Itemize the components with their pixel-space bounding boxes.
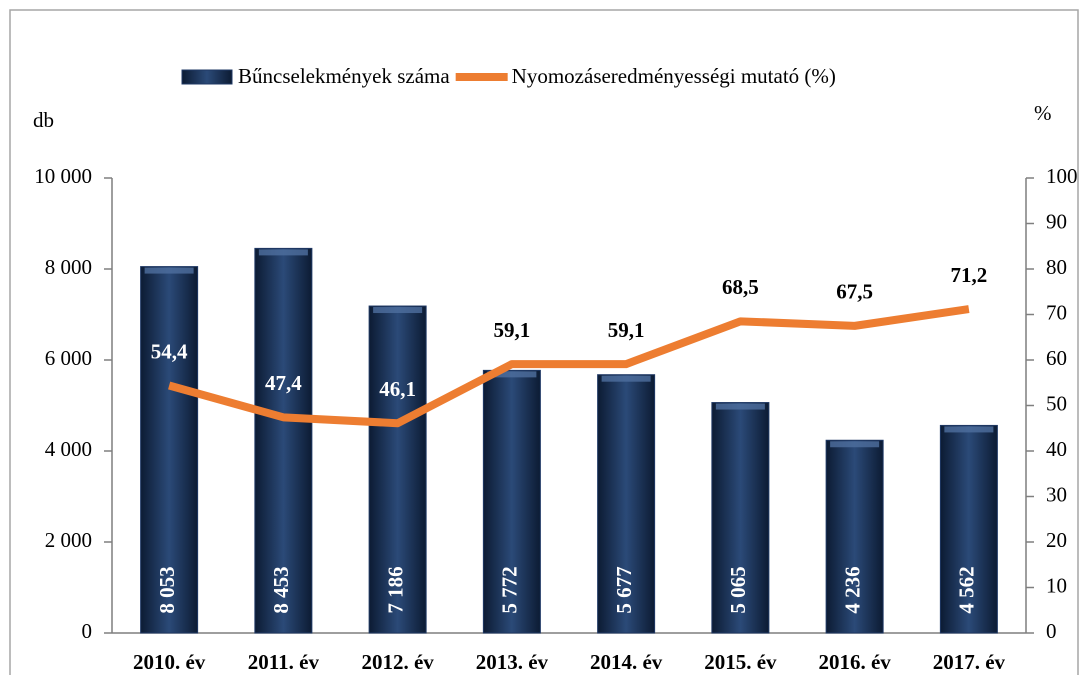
bar (939, 424, 998, 634)
bar (482, 369, 541, 634)
x-tick-label: 2017. év (933, 650, 1006, 674)
bar-value-label: 5 065 (726, 566, 750, 613)
bar-cap (601, 375, 651, 382)
y2-tick-label: 0 (1046, 619, 1057, 643)
bar-value-label: 8 053 (155, 566, 179, 613)
line-value-label: 46,1 (379, 377, 416, 401)
bar-cap (944, 426, 994, 433)
line-value-label: 54,4 (151, 339, 188, 363)
y2-tick-label: 80 (1046, 255, 1067, 279)
bar (368, 305, 427, 634)
y2-tick-label: 40 (1046, 437, 1067, 461)
bar-cap (258, 249, 308, 256)
x-tick-label: 2010. év (133, 650, 206, 674)
bar-cap (144, 267, 194, 274)
line-value-label: 68,5 (722, 275, 759, 299)
bar-cap (373, 307, 423, 314)
chart-frame (9, 9, 1079, 675)
x-tick-label: 2016. év (818, 650, 891, 674)
x-tick-label: 2015. év (704, 650, 777, 674)
y-axis-label: db (33, 108, 54, 132)
y-tick-label: 2 000 (45, 528, 92, 552)
bar-cap (715, 403, 765, 410)
y-tick-label: 0 (82, 619, 93, 643)
bar-value-label: 8 453 (269, 566, 293, 613)
y2-axis-label: % (1034, 101, 1052, 125)
y2-tick-label: 50 (1046, 391, 1067, 415)
bar (140, 266, 199, 634)
y2-tick-label: 90 (1046, 209, 1067, 233)
x-tick-label: 2014. év (590, 650, 663, 674)
x-tick-label: 2011. év (248, 650, 320, 674)
bar-value-label: 4 562 (955, 566, 979, 613)
bar-value-label: 4 236 (840, 566, 864, 613)
bar-value-label: 5 772 (498, 566, 522, 613)
y2-tick-label: 60 (1046, 346, 1067, 370)
bar-cap (830, 441, 880, 448)
y-tick-label: 10 000 (34, 164, 92, 188)
bar-value-label: 5 677 (612, 566, 636, 613)
bar (825, 439, 884, 634)
y2-tick-label: 100 (1046, 164, 1078, 188)
line-value-label: 59,1 (608, 318, 645, 342)
y2-tick-label: 30 (1046, 482, 1067, 506)
line (168, 305, 970, 428)
y2-tick-label: 70 (1046, 300, 1067, 324)
bar-value-label: 7 186 (383, 566, 407, 613)
bar (597, 374, 656, 634)
y-tick-label: 8 000 (45, 255, 92, 279)
x-tick-label: 2013. év (476, 650, 549, 674)
bar-cap (487, 371, 537, 378)
x-tick-label: 2012. év (361, 650, 434, 674)
y-tick-label: 6 000 (45, 346, 92, 370)
y2-tick-label: 10 (1046, 573, 1067, 597)
bar (254, 247, 313, 634)
line-value-label: 47,4 (265, 371, 302, 395)
line-value-label: 59,1 (494, 318, 531, 342)
line-value-label: 67,5 (836, 280, 873, 304)
line-value-label: 71,2 (951, 263, 988, 287)
y2-tick-label: 20 (1046, 528, 1067, 552)
bar (711, 402, 770, 634)
y-tick-label: 4 000 (45, 437, 92, 461)
legend-label: Nyomozáseredményességi mutató (%) (512, 64, 836, 88)
legend-swatch (181, 69, 233, 85)
legend-label: Bűncselekmények száma (238, 64, 450, 88)
